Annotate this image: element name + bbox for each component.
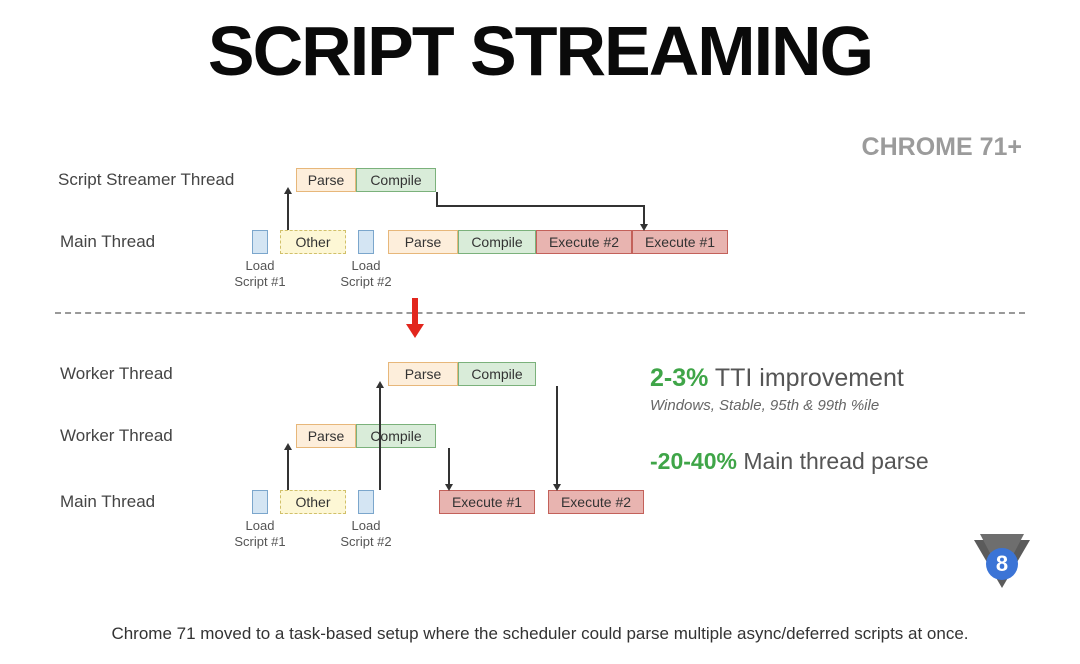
- stat-tti-rest: TTI improvement: [708, 364, 903, 392]
- svg-text:8: 8: [996, 551, 1008, 576]
- d1-other: Other: [280, 230, 346, 254]
- d1-arrow-vseg1: [436, 192, 438, 206]
- d2-arrow-up2-head: [376, 381, 384, 388]
- d1-arrow-up-head: [284, 187, 292, 194]
- stat-tti-pct: 2-3%: [650, 364, 708, 392]
- d2-load2: [358, 490, 374, 514]
- d1-exec1: Execute #1: [632, 230, 728, 254]
- d2-arrow-down1: [448, 448, 450, 486]
- divider: [55, 312, 1025, 314]
- d2-arrow-down1-head: [445, 484, 453, 491]
- d1-exec2: Execute #2: [536, 230, 632, 254]
- d2-other: Other: [280, 490, 346, 514]
- stat-parse-rest: Main thread parse: [737, 448, 929, 474]
- d2-arrow-up2: [379, 386, 381, 490]
- footer-caption: Chrome 71 moved to a task-based setup wh…: [0, 624, 1080, 644]
- d2-load1: [252, 490, 268, 514]
- d2-arrow-up1-head: [284, 443, 292, 450]
- label-main-thread-2: Main Thread: [60, 492, 155, 512]
- d1-load2: [358, 230, 374, 254]
- label-streamer-thread: Script Streamer Thread: [58, 170, 234, 190]
- stat-tti: 2-3% TTI improvement: [650, 364, 904, 393]
- stat-tti-detail: Windows, Stable, 95th & 99th %ile: [650, 397, 879, 414]
- d1-parse1: Parse: [296, 168, 356, 192]
- d1-compile1: Compile: [356, 168, 436, 192]
- stat-parse-pct: -20-40%: [650, 448, 737, 474]
- stat-parse: -20-40% Main thread parse: [650, 448, 929, 475]
- d1-arrow-down-head: [640, 224, 648, 231]
- d2-load2-label: Load Script #2: [331, 518, 401, 551]
- d2-load1-label: Load Script #1: [225, 518, 295, 551]
- d1-load1: [252, 230, 268, 254]
- label-worker-thread-1: Worker Thread: [60, 426, 173, 446]
- d2-parse1: Parse: [296, 424, 356, 448]
- d1-arrow-up: [287, 192, 289, 230]
- d2-arrow-up1: [287, 448, 289, 490]
- d1-compile2: Compile: [458, 230, 536, 254]
- d2-exec2: Execute #2: [548, 490, 644, 514]
- v8-logo-icon: 8: [974, 534, 1030, 596]
- d2-exec1: Execute #1: [439, 490, 535, 514]
- d2-arrow-down2: [556, 386, 558, 486]
- subtitle: CHROME 71+: [862, 133, 1022, 162]
- d2-compile1: Compile: [356, 424, 436, 448]
- d2-parse2: Parse: [388, 362, 458, 386]
- page-title: SCRIPT STREAMING: [0, 0, 1080, 83]
- label-main-thread-1: Main Thread: [60, 232, 155, 252]
- label-worker-thread-2: Worker Thread: [60, 364, 173, 384]
- d1-parse2: Parse: [388, 230, 458, 254]
- d1-load1-label: Load Script #1: [225, 258, 295, 291]
- d1-arrow-hseg: [436, 205, 645, 207]
- d1-load2-label: Load Script #2: [331, 258, 401, 291]
- d2-compile2: Compile: [458, 362, 536, 386]
- d2-arrow-down2-head: [553, 484, 561, 491]
- d1-arrow-vseg2: [643, 205, 645, 226]
